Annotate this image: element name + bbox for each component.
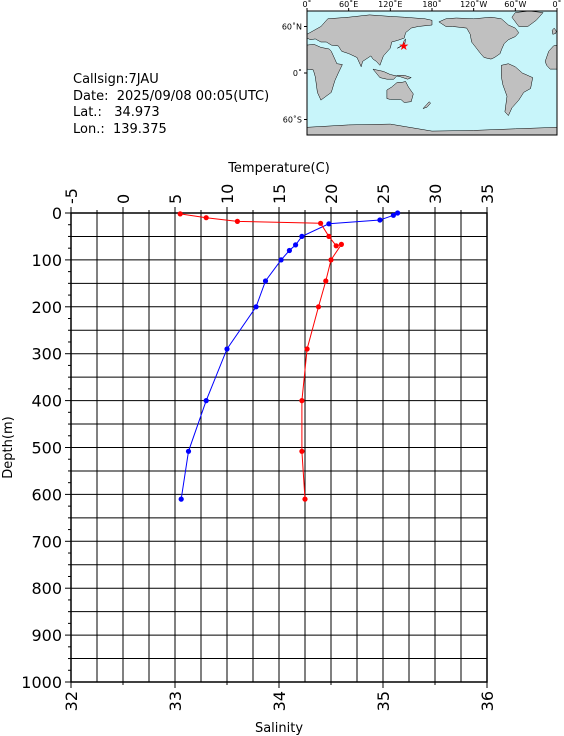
data-point [323,278,329,284]
salinity-tick-label: 36 [478,691,497,711]
series-line [180,213,343,500]
data-point [328,257,334,263]
map-landmass [306,44,343,101]
depth-tick-label: 600 [31,485,62,504]
series-line [180,212,398,500]
data-point [304,346,310,352]
data-point [203,398,209,404]
map-lon-label: 0˚ [552,0,561,9]
depth-tick-label: 300 [31,345,62,364]
depth-tick-label: 400 [31,392,62,411]
map-landmass [551,27,557,35]
data-point [286,247,292,254]
callsign-text: Callsign:7JAU [73,72,159,87]
data-point [390,212,396,218]
data-point [203,215,209,221]
map-landmass [511,10,544,27]
depth-tick-label: 0 [52,204,62,223]
data-point [224,346,230,352]
data-point [234,218,240,224]
depth-tick-label: 100 [31,251,62,270]
map-landmass [386,81,414,103]
chart-grid [70,212,488,683]
data-point [333,243,339,249]
data-point [315,304,322,310]
data-point [177,211,183,217]
map-lon-label: 180˚ [422,0,441,9]
temperature-series [178,210,401,502]
data-point [326,221,332,227]
temp-tick-label: 5 [166,194,185,204]
data-point [253,304,259,310]
map-landmass [306,14,433,68]
salinity-axis-title: Salinity [255,721,303,736]
temp-tick-label: 20 [322,184,341,204]
station-info: Callsign:7JAU Date: 2025/09/08 00:05(UTC… [73,72,269,138]
data-point [299,398,305,404]
depth-tick-label: 700 [31,532,62,551]
depth-tick-label: 800 [31,579,62,598]
temp-tick-label: -5 [62,188,81,204]
data-point [293,242,299,248]
depth-tick-label: 1000 [21,673,62,692]
map-lon-label: 0˚ [302,0,311,9]
map-lon-label: 120˚E [378,0,402,9]
data-point [338,241,344,247]
map-lon-label: 60˚E [339,0,358,9]
salinity-tick-label: 32 [62,691,81,711]
latitude-text: Lat.: 34.973 [73,105,160,120]
temp-tick-label: 0 [114,194,133,204]
data-point [302,496,308,502]
depth-tick-label: 500 [31,439,62,458]
data-point [326,233,332,239]
map-lat-label: 0˚ [293,68,302,78]
temp-tick-label: 25 [374,184,393,204]
map-lat-label: 60˚S [283,115,302,125]
map-landmass [438,16,520,60]
map-land [306,10,558,136]
salinity-tick-label: 33 [166,691,185,711]
map-lon-label: 120˚W [460,0,487,9]
depth-tick-label: 200 [31,298,62,317]
salinity-tick-label: 34 [270,691,289,711]
temp-tick-label: 35 [478,184,497,204]
map-landmass [372,68,412,80]
depth-axis-title: Depth(m) [1,416,16,478]
temp-tick-label: 30 [426,184,445,204]
data-point [299,233,305,239]
data-point [178,496,184,502]
depth-tick-label: 900 [31,626,62,645]
map-lat-label: 60˚N [282,22,302,32]
date-text: Date: 2025/09/08 00:05(UTC) [73,88,270,104]
map-landmass [501,63,533,117]
map-landmass [397,38,406,49]
temp-tick-label: 10 [218,184,237,204]
data-point [262,278,269,284]
longitude-text: Lon.: 139.375 [73,121,167,137]
map-landmass [422,101,431,109]
temp-tick-label: 15 [270,184,289,204]
salinity-tick-label: 35 [374,691,393,711]
data-point [318,220,324,226]
salinity-series [177,211,344,502]
data-point [377,217,383,223]
temperature-axis-title: Temperature(C) [227,161,330,176]
data-point [299,448,305,454]
data-point [395,210,401,216]
station-marker: ★ [398,39,409,53]
data-point [185,448,192,454]
map-lon-label: 60˚W [504,0,526,9]
data-point [278,257,284,263]
